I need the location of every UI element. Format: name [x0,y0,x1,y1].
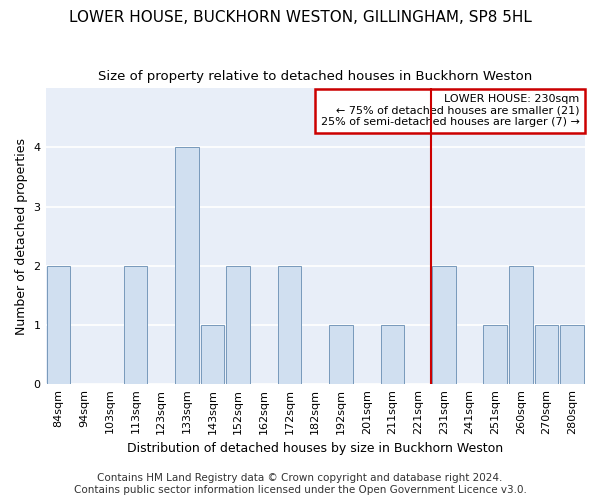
Y-axis label: Number of detached properties: Number of detached properties [15,138,28,334]
Text: LOWER HOUSE, BUCKHORN WESTON, GILLINGHAM, SP8 5HL: LOWER HOUSE, BUCKHORN WESTON, GILLINGHAM… [68,10,532,25]
Title: Size of property relative to detached houses in Buckhorn Weston: Size of property relative to detached ho… [98,70,532,83]
Bar [124,266,147,384]
Bar [560,324,584,384]
Bar [535,324,558,384]
Bar [432,266,455,384]
Bar [509,266,533,384]
Bar [483,324,507,384]
Text: Contains HM Land Registry data © Crown copyright and database right 2024.
Contai: Contains HM Land Registry data © Crown c… [74,474,526,495]
Bar [329,324,353,384]
X-axis label: Distribution of detached houses by size in Buckhorn Weston: Distribution of detached houses by size … [127,442,503,455]
Bar [201,324,224,384]
Bar [47,266,70,384]
Bar [278,266,301,384]
Bar [226,266,250,384]
Bar [175,148,199,384]
Text: LOWER HOUSE: 230sqm
← 75% of detached houses are smaller (21)
25% of semi-detach: LOWER HOUSE: 230sqm ← 75% of detached ho… [321,94,580,128]
Bar [380,324,404,384]
